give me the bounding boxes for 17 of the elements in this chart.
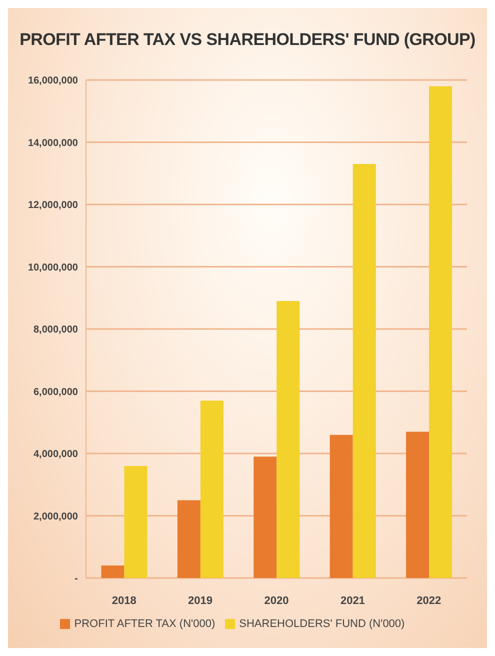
y-tick-label: 14,000,000 <box>28 138 78 149</box>
legend-label: SHAREHOLDERS' FUND (N'000) <box>239 618 405 630</box>
y-tick-label: 6,000,000 <box>34 386 78 398</box>
y-tick-label: 10,000,000 <box>28 262 78 274</box>
chart-title: PROFIT AFTER TAX VS SHAREHOLDERS' FUND (GROUP) <box>18 29 476 50</box>
legend-label: PROFIT AFTER TAX (N'000) <box>74 618 216 630</box>
x-tick-label: 2022 <box>416 594 442 607</box>
y-tick-label: 16,000,000 <box>28 76 78 87</box>
y-tick-label: 12,000,000 <box>28 200 78 212</box>
x-tick-label: 2018 <box>112 594 136 607</box>
y-tick-label: - <box>74 574 78 585</box>
x-tick-label: 2020 <box>264 594 289 607</box>
y-tick-label: 2,000,000 <box>34 511 78 522</box>
x-tick-label: 2019 <box>188 594 213 607</box>
y-tick-label: 8,000,000 <box>34 324 78 336</box>
y-tick-label: 4,000,000 <box>34 449 78 460</box>
x-tick-label: 2021 <box>340 594 365 607</box>
